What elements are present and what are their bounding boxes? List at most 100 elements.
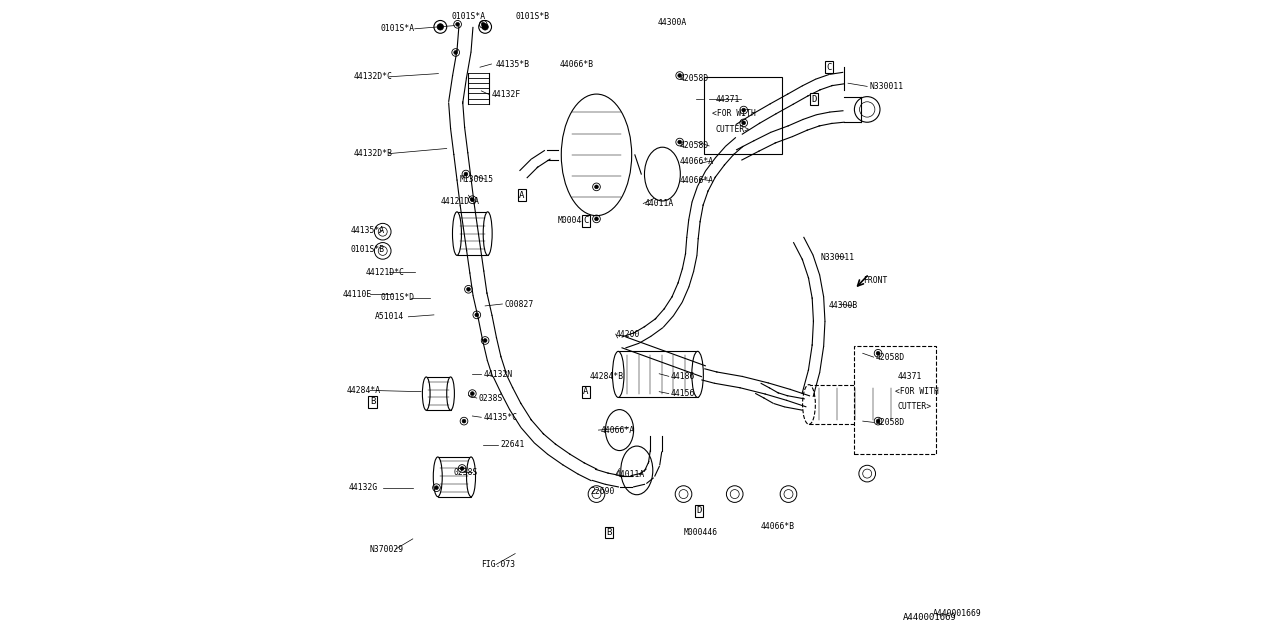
Text: C00827: C00827	[504, 300, 534, 308]
Text: C: C	[582, 216, 589, 225]
Text: 22641: 22641	[500, 440, 525, 449]
Text: 44132D*B: 44132D*B	[353, 149, 392, 158]
Text: 44066*A: 44066*A	[680, 176, 714, 185]
Circle shape	[462, 419, 466, 423]
Bar	[704, 77, 782, 154]
Text: N330011: N330011	[869, 82, 904, 91]
Text: A440001669: A440001669	[904, 613, 957, 622]
Text: 0101S*D: 0101S*D	[381, 293, 415, 302]
Text: <FOR WITH: <FOR WITH	[712, 109, 755, 118]
Text: <FOR WITH: <FOR WITH	[895, 387, 938, 396]
Text: 44284*A: 44284*A	[347, 386, 381, 395]
Ellipse shape	[433, 457, 443, 497]
Text: 42058D: 42058D	[680, 141, 709, 150]
Bar	[426, 377, 451, 410]
Circle shape	[877, 351, 881, 355]
Text: M130015: M130015	[460, 175, 494, 184]
Circle shape	[434, 486, 438, 490]
Text: 44110E: 44110E	[343, 290, 371, 299]
Text: 44066*A: 44066*A	[680, 157, 714, 166]
Text: 44135*B: 44135*B	[497, 60, 530, 68]
Ellipse shape	[902, 385, 915, 424]
Ellipse shape	[621, 446, 653, 495]
Text: D: D	[696, 506, 701, 515]
Text: 44132D*C: 44132D*C	[353, 72, 392, 81]
Text: FIG.073: FIG.073	[481, 560, 516, 569]
Circle shape	[438, 24, 444, 30]
Text: 0238S: 0238S	[479, 394, 503, 403]
Text: 44066*B: 44066*B	[760, 522, 795, 531]
Text: 0238S: 0238S	[453, 468, 477, 477]
Circle shape	[471, 198, 475, 202]
Text: 42058D: 42058D	[876, 418, 905, 427]
Circle shape	[678, 74, 682, 77]
Text: 44186: 44186	[671, 372, 695, 381]
Circle shape	[742, 121, 745, 125]
Bar	[809, 385, 909, 424]
Text: N330011: N330011	[820, 253, 855, 262]
Text: 44132F: 44132F	[492, 90, 521, 99]
Circle shape	[484, 339, 488, 342]
Text: 44156: 44156	[671, 389, 695, 398]
Text: A: A	[582, 387, 589, 396]
Ellipse shape	[645, 147, 681, 201]
Text: 44121D*C: 44121D*C	[366, 268, 404, 276]
Circle shape	[465, 172, 468, 176]
Text: D: D	[812, 95, 817, 104]
Text: CUTTER>: CUTTER>	[897, 402, 932, 411]
Circle shape	[678, 140, 682, 144]
Bar	[618, 351, 698, 397]
Circle shape	[471, 392, 475, 396]
Text: 44200: 44200	[616, 330, 640, 339]
Circle shape	[475, 313, 479, 317]
Ellipse shape	[803, 385, 815, 424]
Circle shape	[456, 22, 460, 26]
Ellipse shape	[453, 212, 462, 255]
Text: 42058D: 42058D	[680, 74, 709, 83]
Text: 44371: 44371	[897, 372, 922, 381]
Text: 44066*B: 44066*B	[561, 60, 594, 68]
Text: 44132N: 44132N	[484, 370, 512, 379]
Text: 44371: 44371	[716, 95, 740, 104]
Text: 44011A: 44011A	[616, 470, 645, 479]
Text: A51014: A51014	[374, 312, 403, 321]
Ellipse shape	[447, 377, 454, 410]
Circle shape	[454, 51, 458, 54]
Text: 44300B: 44300B	[829, 301, 858, 310]
Circle shape	[461, 467, 465, 470]
Text: 44300A: 44300A	[658, 18, 687, 27]
Text: B: B	[607, 528, 612, 537]
Ellipse shape	[613, 351, 625, 397]
Text: A440001669: A440001669	[933, 609, 982, 618]
Circle shape	[742, 108, 745, 112]
Circle shape	[594, 185, 599, 189]
Circle shape	[594, 217, 599, 221]
Text: N370029: N370029	[370, 545, 404, 554]
Text: 44011A: 44011A	[645, 199, 675, 208]
Text: 44132G: 44132G	[348, 483, 378, 492]
Text: 0101S*B: 0101S*B	[351, 245, 385, 254]
Text: A: A	[518, 191, 525, 200]
Ellipse shape	[422, 377, 430, 410]
Text: 44284*B: 44284*B	[590, 372, 625, 381]
Ellipse shape	[466, 457, 476, 497]
Text: 22690: 22690	[590, 487, 614, 496]
Bar	[855, 346, 936, 454]
Circle shape	[877, 419, 881, 423]
Ellipse shape	[561, 94, 632, 216]
Text: M000446: M000446	[558, 216, 593, 225]
Text: 44135*A: 44135*A	[351, 226, 385, 235]
Ellipse shape	[605, 410, 634, 451]
Text: B: B	[370, 397, 375, 406]
Text: M000446: M000446	[684, 528, 718, 537]
Text: 44121D*A: 44121D*A	[440, 197, 479, 206]
Ellipse shape	[484, 212, 493, 255]
Text: CUTTER>: CUTTER>	[716, 125, 750, 134]
Circle shape	[466, 287, 471, 291]
Text: 44135*C: 44135*C	[484, 413, 517, 422]
Text: C: C	[826, 63, 832, 72]
Text: FRONT: FRONT	[863, 276, 887, 285]
Text: 0101S*B: 0101S*B	[516, 12, 549, 20]
Ellipse shape	[692, 351, 704, 397]
Text: 0101S*A: 0101S*A	[452, 12, 485, 20]
